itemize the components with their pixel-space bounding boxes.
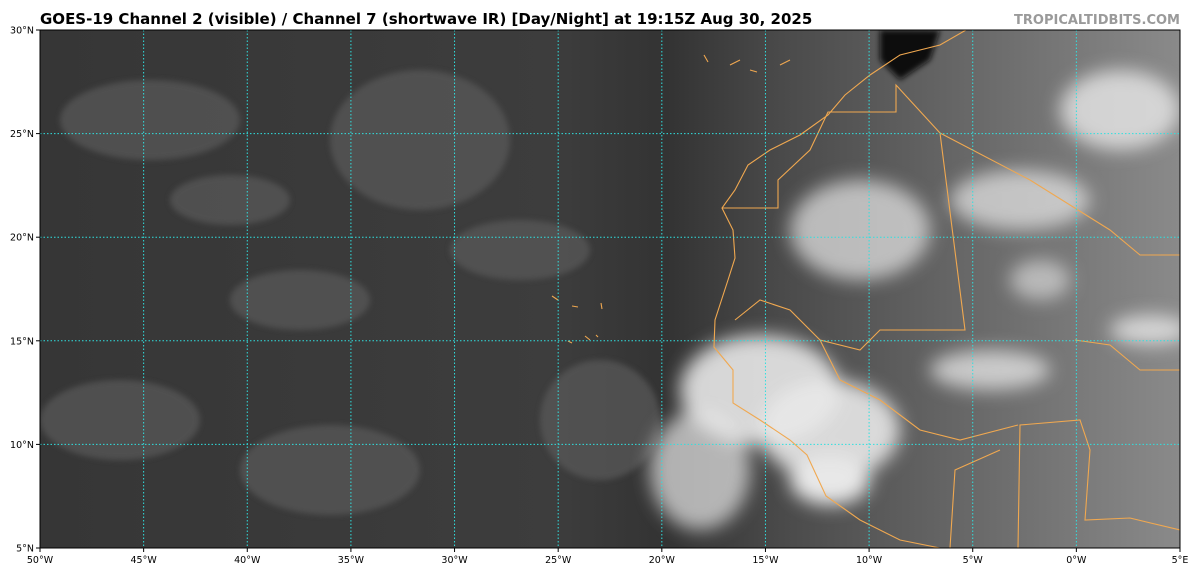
longitude-label: 15°W (752, 555, 779, 566)
graticule (40, 30, 1180, 548)
longitude-label: 30°W (441, 555, 468, 566)
latitude-label: 20°N (10, 233, 34, 244)
latitude-label: 5°N (16, 544, 34, 555)
axis-labels: 30°N 25°N 20°N 15°N 10°N 5°N50°W 45°W 40°W 35°W 3… (10, 26, 1188, 567)
latitude-label: 25°N (10, 129, 34, 140)
longitude-label: 0°W (1066, 555, 1087, 566)
longitude-label: 5°W (963, 555, 984, 566)
longitude-label: 25°W (545, 555, 572, 566)
watermark: TROPICALTIDBITS.COM (1014, 13, 1180, 28)
latitude-label: 15°N (10, 336, 34, 347)
satellite-image (40, 30, 1180, 548)
coastlines (551, 30, 1180, 548)
longitude-label: 45°W (131, 555, 158, 566)
longitude-label: 5°E (1172, 555, 1189, 566)
title: GOES-19 Channel 2 (visible) / Channel 7 … (40, 10, 812, 28)
latitude-label: 30°N (10, 26, 34, 37)
longitude-label: 10°W (856, 555, 883, 566)
latitude-label: 10°N (10, 440, 34, 451)
longitude-label: 40°W (234, 555, 261, 566)
map-frame (39, 29, 1181, 549)
longitude-label: 50°W (27, 555, 54, 566)
longitude-label: 35°W (338, 555, 365, 566)
longitude-label: 20°W (649, 555, 676, 566)
